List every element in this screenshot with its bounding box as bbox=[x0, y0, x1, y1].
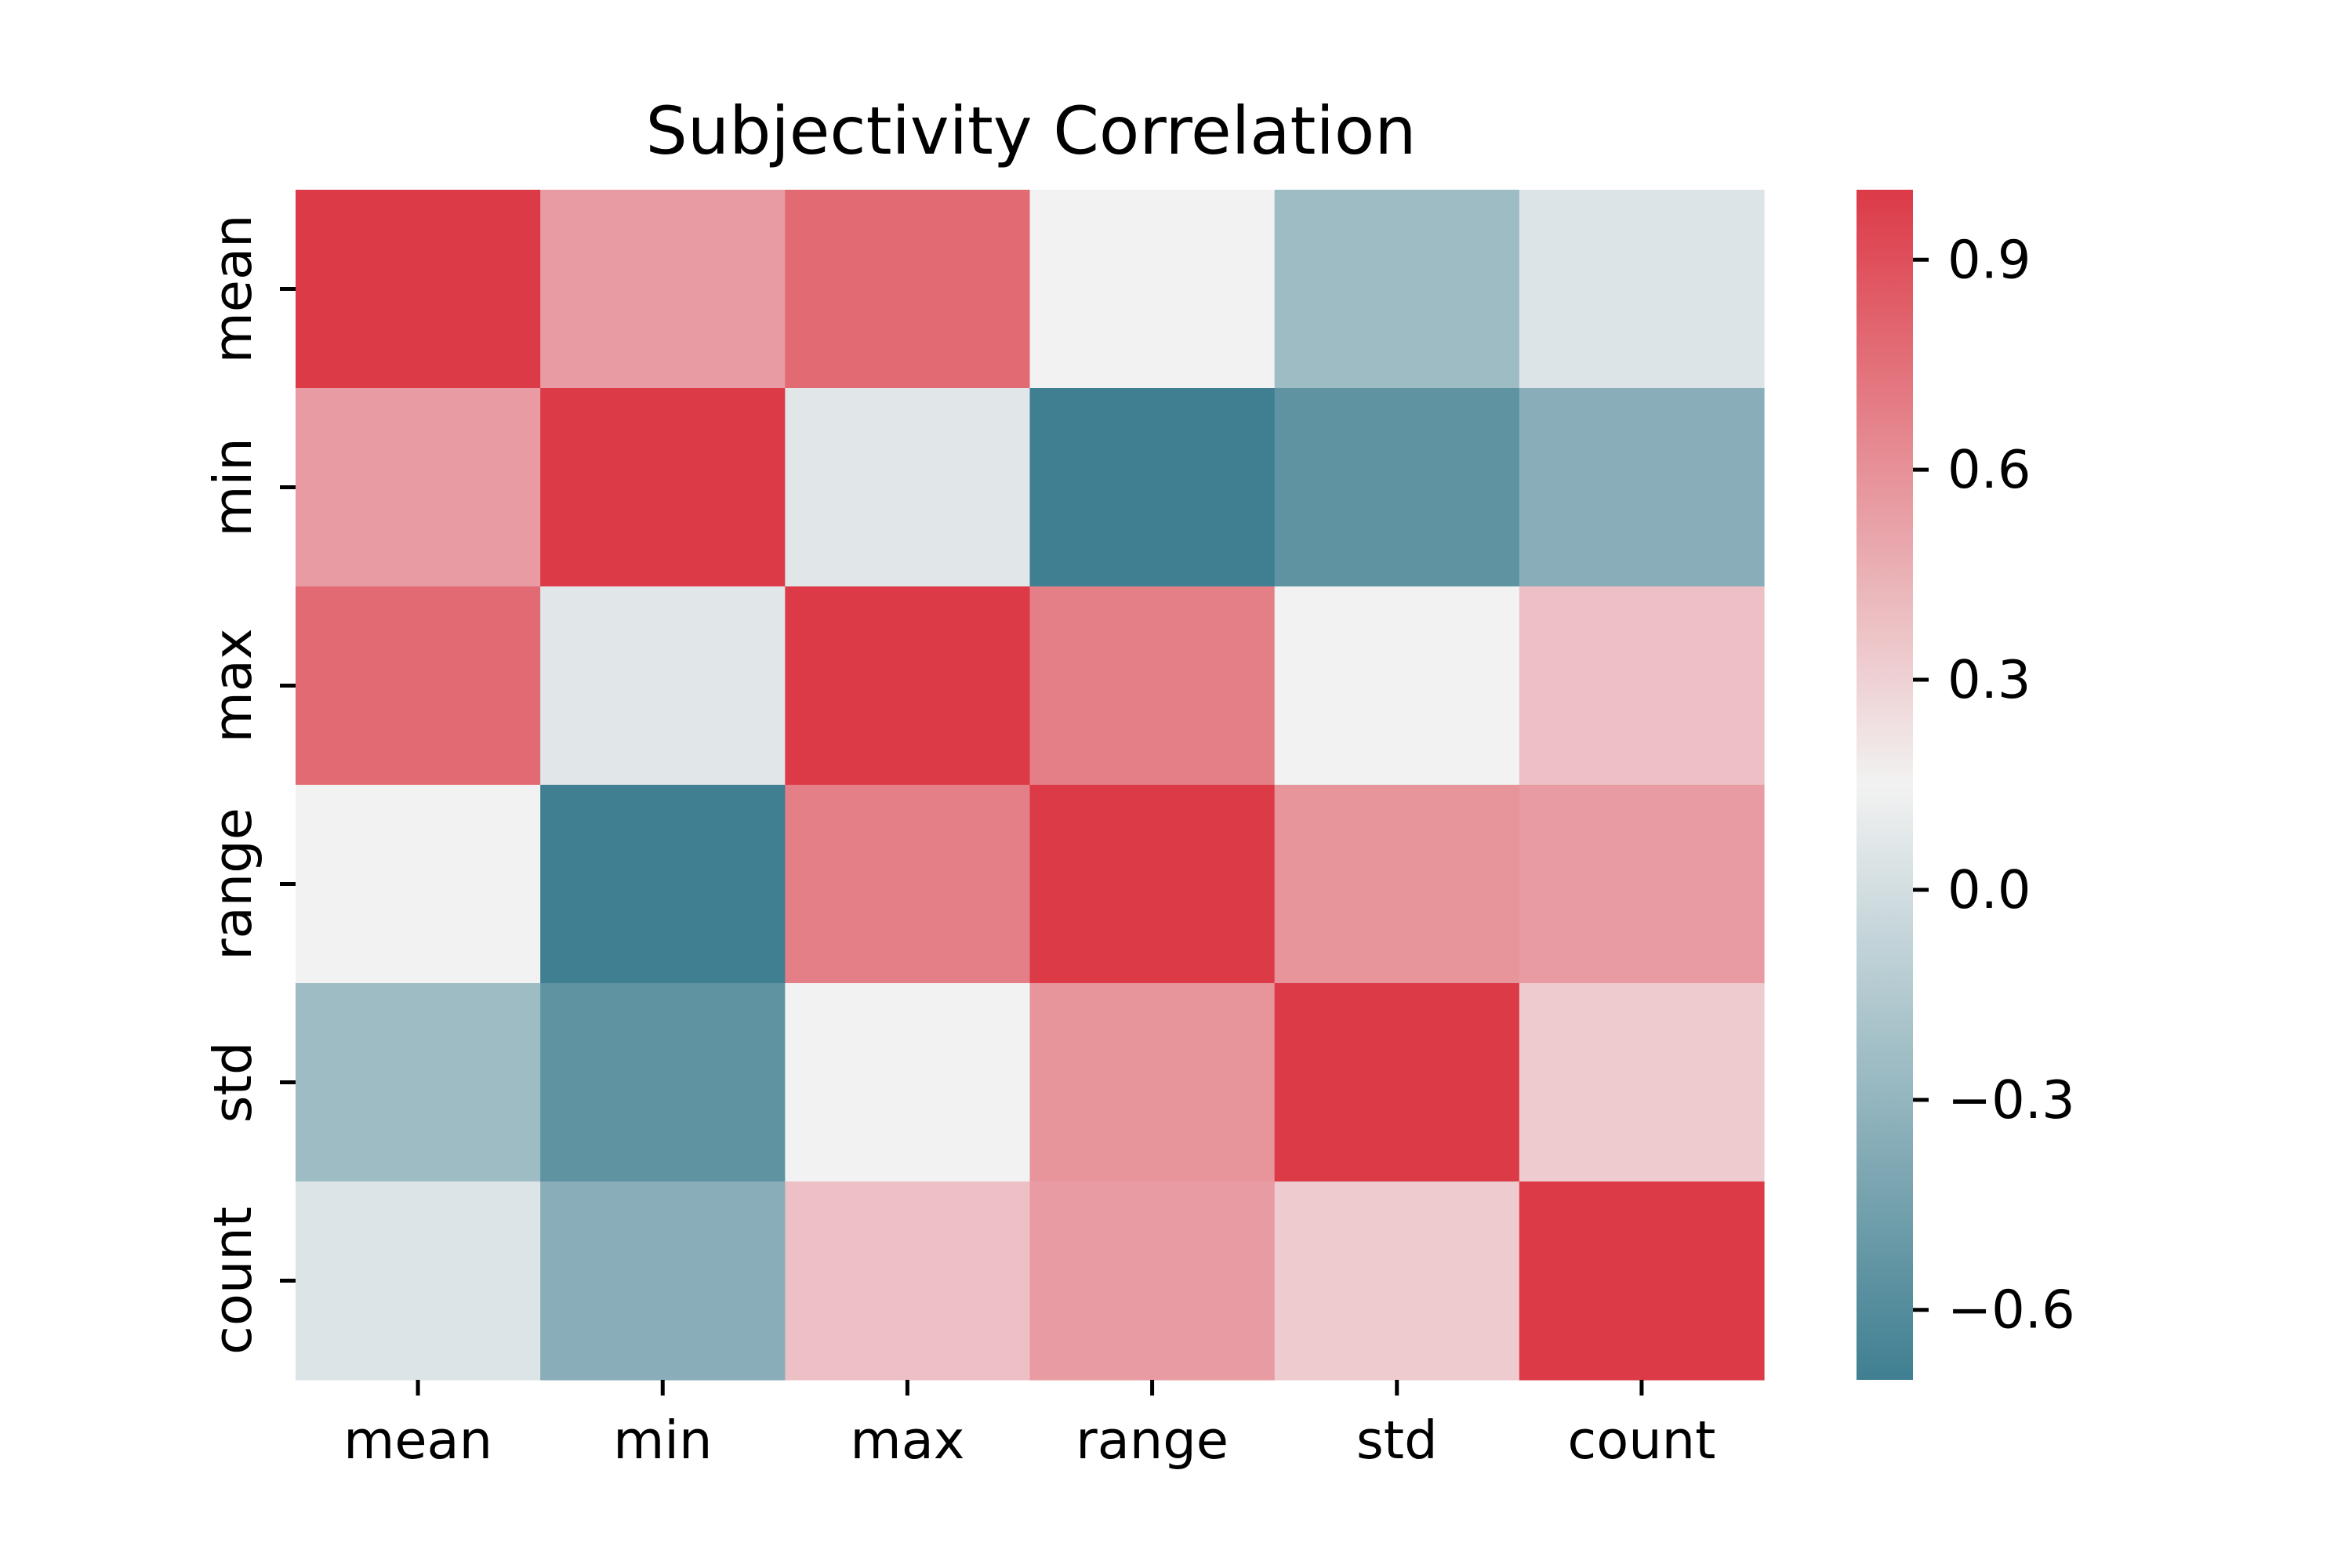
heatmap-cell-count-std bbox=[1274, 1181, 1520, 1381]
heatmap-cell-mean-count bbox=[1519, 190, 1765, 389]
heatmap-cell-mean-min bbox=[540, 190, 786, 389]
x-tick-label-std: std bbox=[1356, 1410, 1438, 1471]
heatmap-cell-std-std bbox=[1274, 983, 1520, 1182]
x-tick-label-max: max bbox=[850, 1410, 964, 1471]
heatmap-cell-std-count bbox=[1519, 983, 1765, 1182]
heatmap-cells bbox=[296, 190, 1765, 1381]
heatmap-cell-min-max bbox=[785, 388, 1031, 587]
heatmap-cell-max-range bbox=[1029, 586, 1276, 786]
x-axis: mean min max range std count bbox=[343, 1380, 1715, 1471]
heatmap-cell-count-range bbox=[1029, 1181, 1276, 1381]
heatmap-cell-mean-range bbox=[1029, 190, 1276, 389]
heatmap-cell-mean-std bbox=[1274, 190, 1520, 389]
heatmap-cell-count-mean bbox=[296, 1181, 541, 1381]
heatmap-cell-mean-mean bbox=[296, 190, 541, 389]
heatmap-cell-range-range bbox=[1029, 785, 1276, 984]
heatmap-cell-range-max bbox=[785, 785, 1031, 984]
x-tick-label-count: count bbox=[1567, 1410, 1715, 1471]
colorbar-gradient bbox=[1857, 190, 1913, 1380]
y-tick-label-range: range bbox=[202, 808, 263, 960]
heatmap-cell-min-std bbox=[1274, 388, 1520, 587]
heatmap-cell-min-count bbox=[1519, 388, 1765, 587]
heatmap-cell-max-min bbox=[540, 586, 786, 786]
heatmap-cell-max-count bbox=[1519, 586, 1765, 786]
heatmap-cell-max-mean bbox=[296, 586, 541, 786]
heatmap-cell-range-std bbox=[1274, 785, 1520, 984]
colorbar-tick-label: 0.0 bbox=[1947, 859, 2031, 920]
y-tick-label-max: max bbox=[202, 629, 263, 743]
y-tick-label-mean: mean bbox=[202, 214, 263, 363]
colorbar-tick-label: 0.9 bbox=[1947, 229, 2031, 290]
y-axis: mean min max range std count bbox=[202, 214, 296, 1355]
heatmap-cell-std-min bbox=[540, 983, 786, 1182]
y-tick-label-min: min bbox=[202, 437, 263, 536]
heatmap-cell-std-mean bbox=[296, 983, 541, 1182]
heatmap-cell-range-mean bbox=[296, 785, 541, 984]
heatmap-cell-std-max bbox=[785, 983, 1031, 1182]
x-tick-label-mean: mean bbox=[343, 1410, 492, 1471]
colorbar-tick-label: −0.3 bbox=[1947, 1069, 2075, 1131]
colorbar-tick-label: 0.3 bbox=[1947, 649, 2031, 710]
x-tick-label-range: range bbox=[1076, 1410, 1229, 1471]
heatmap-cell-min-min bbox=[540, 388, 786, 587]
colorbar-tick-label: 0.6 bbox=[1947, 439, 2031, 500]
heatmap-cell-max-max bbox=[785, 586, 1031, 786]
y-tick-label-count: count bbox=[202, 1207, 263, 1355]
heatmap-cell-count-max bbox=[785, 1181, 1031, 1381]
heatmap-cell-min-range bbox=[1029, 388, 1276, 587]
y-tick-label-std: std bbox=[202, 1042, 263, 1123]
heatmap-cell-count-min bbox=[540, 1181, 786, 1381]
heatmap-cell-count-count bbox=[1519, 1181, 1765, 1381]
colorbar: −0.6 −0.3 0.0 0.3 0.6 0.9 bbox=[1857, 190, 2075, 1380]
heatmap-cell-range-count bbox=[1519, 785, 1765, 984]
heatmap-cell-std-range bbox=[1029, 983, 1276, 1182]
x-tick-label-min: min bbox=[613, 1410, 712, 1471]
chart-title: Subjectivity Correlation bbox=[646, 93, 1417, 169]
heatmap-cell-max-std bbox=[1274, 586, 1520, 786]
heatmap-cell-min-mean bbox=[296, 388, 541, 587]
heatmap-cell-range-min bbox=[540, 785, 786, 984]
colorbar-tick-label: −0.6 bbox=[1947, 1279, 2075, 1341]
heatmap-cell-mean-max bbox=[785, 190, 1031, 389]
